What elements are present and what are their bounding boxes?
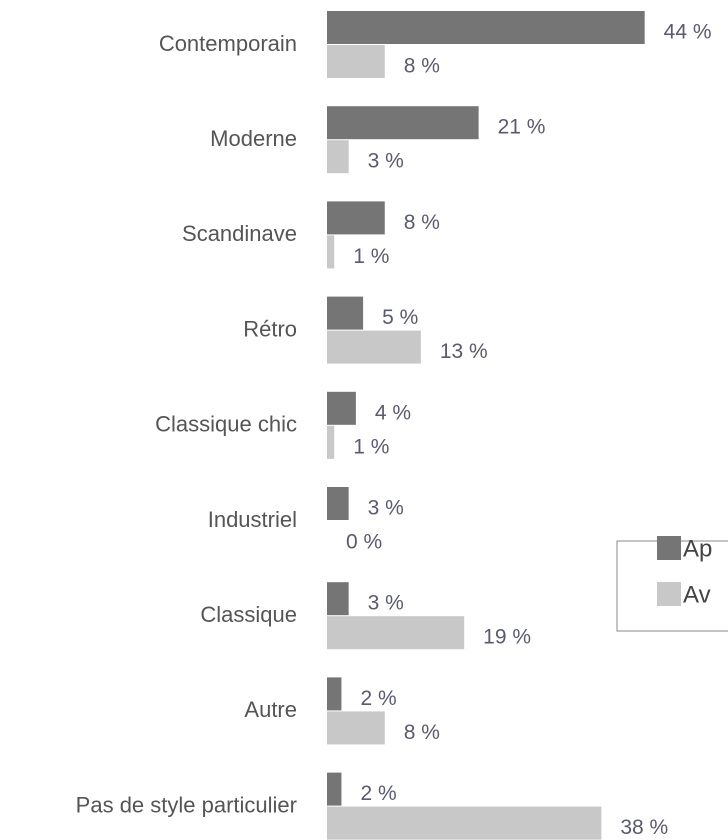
bar <box>327 296 364 330</box>
bar <box>327 140 349 174</box>
value-label: 1 % <box>353 435 389 458</box>
legend-swatch <box>657 536 681 560</box>
value-label: 4 % <box>375 401 411 424</box>
bar <box>327 425 335 459</box>
value-label: 44 % <box>664 21 712 44</box>
category-label: Industriel <box>208 507 297 532</box>
value-label: 8 % <box>404 55 440 78</box>
bar <box>327 616 465 650</box>
legend-label: Ap <box>683 535 712 562</box>
bar <box>327 711 385 745</box>
value-label: 2 % <box>360 687 396 710</box>
category-label: Contemporain <box>159 31 297 56</box>
value-label: 1 % <box>353 245 389 268</box>
value-label: 21 % <box>498 116 546 139</box>
value-label: 3 % <box>368 497 404 520</box>
value-label: 8 % <box>404 211 440 234</box>
value-label: 8 % <box>404 721 440 744</box>
category-label: Pas de style particulier <box>76 792 297 817</box>
value-label: 5 % <box>382 306 418 329</box>
bar <box>327 45 385 78</box>
value-label: 19 % <box>483 626 531 649</box>
bar <box>327 582 349 616</box>
category-label: Moderne <box>210 126 297 151</box>
category-label: Autre <box>244 697 297 722</box>
legend: Ap Av <box>616 535 728 632</box>
bar <box>327 772 342 806</box>
legend-label: Av <box>683 581 711 608</box>
value-label: 3 % <box>368 592 404 615</box>
value-label: 3 % <box>368 150 404 173</box>
bar <box>327 11 645 44</box>
bar <box>327 677 342 711</box>
bar <box>327 806 602 840</box>
category-label: Scandinave <box>182 221 297 246</box>
bar <box>327 330 421 364</box>
value-label: 2 % <box>360 782 396 805</box>
bar <box>327 235 335 269</box>
value-label: 38 % <box>620 816 668 839</box>
bar <box>327 391 356 425</box>
bar <box>327 106 479 140</box>
category-label: Classique <box>200 602 297 627</box>
value-label: 0 % <box>346 531 382 554</box>
bar <box>327 201 385 235</box>
value-label: 13 % <box>440 340 488 363</box>
legend-swatch <box>657 582 681 606</box>
category-label: Classique chic <box>155 412 297 437</box>
bar <box>327 487 349 520</box>
category-label: Rétro <box>243 316 297 341</box>
